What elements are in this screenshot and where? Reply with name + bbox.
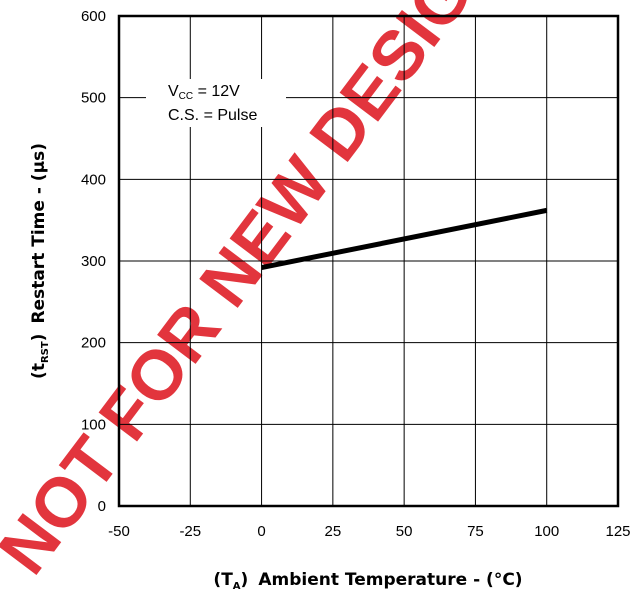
y-tick-label: 0 bbox=[98, 498, 106, 515]
x-tick-label: 125 bbox=[605, 523, 630, 540]
annotation-line-1: VCC = 12V bbox=[168, 83, 240, 102]
y-label-text: Restart Time - (µs) bbox=[29, 143, 49, 324]
x-tick-label: -50 bbox=[108, 523, 130, 540]
grid-layer bbox=[119, 16, 618, 506]
x-axis-label: (TA) Ambient Temperature - (°C) bbox=[213, 570, 522, 592]
y-label-sub: RST bbox=[40, 341, 51, 363]
y-tick-label: 300 bbox=[81, 253, 106, 270]
series-line bbox=[261, 207, 548, 270]
x-label-text: Ambient Temperature - (°C) bbox=[258, 570, 522, 590]
x-label-open: (T bbox=[213, 570, 233, 590]
x-label-sub: A bbox=[233, 581, 241, 592]
x-tick-label: 25 bbox=[325, 523, 342, 540]
x-tick-label: -25 bbox=[179, 523, 201, 540]
y-label-open: (t bbox=[29, 363, 49, 379]
x-tick-label: 100 bbox=[534, 523, 559, 540]
y-tick-label: 400 bbox=[81, 171, 106, 188]
y-tick-label: 100 bbox=[81, 416, 106, 433]
y-tick-labels: 0 100 200 300 400 500 600 bbox=[81, 8, 106, 515]
annotation-vcc-sub: CC bbox=[179, 91, 193, 102]
x-label-close: ) bbox=[241, 570, 249, 590]
x-tick-label: 50 bbox=[396, 523, 413, 540]
y-tick-label: 500 bbox=[81, 90, 106, 107]
x-tick-label: 0 bbox=[257, 523, 265, 540]
y-tick-label: 200 bbox=[81, 335, 106, 352]
annotation-vcc-prefix: V bbox=[168, 83, 179, 100]
y-label-close: ) bbox=[29, 334, 49, 342]
annotation-line-2: C.S. = Pulse bbox=[168, 107, 257, 124]
annotation-background bbox=[146, 79, 286, 127]
y-axis-label: (tRST) Restart Time - (µs) bbox=[29, 143, 51, 379]
annotation: VCC = 12V C.S. = Pulse bbox=[146, 79, 286, 127]
annotation-vcc-value: = 12V bbox=[193, 83, 240, 100]
plot-frame bbox=[117, 14, 620, 508]
x-tick-labels: -50 -25 0 25 50 75 100 125 bbox=[108, 523, 630, 540]
x-tick-label: 75 bbox=[467, 523, 484, 540]
y-tick-label: 600 bbox=[81, 8, 106, 25]
series-layer bbox=[261, 207, 548, 270]
